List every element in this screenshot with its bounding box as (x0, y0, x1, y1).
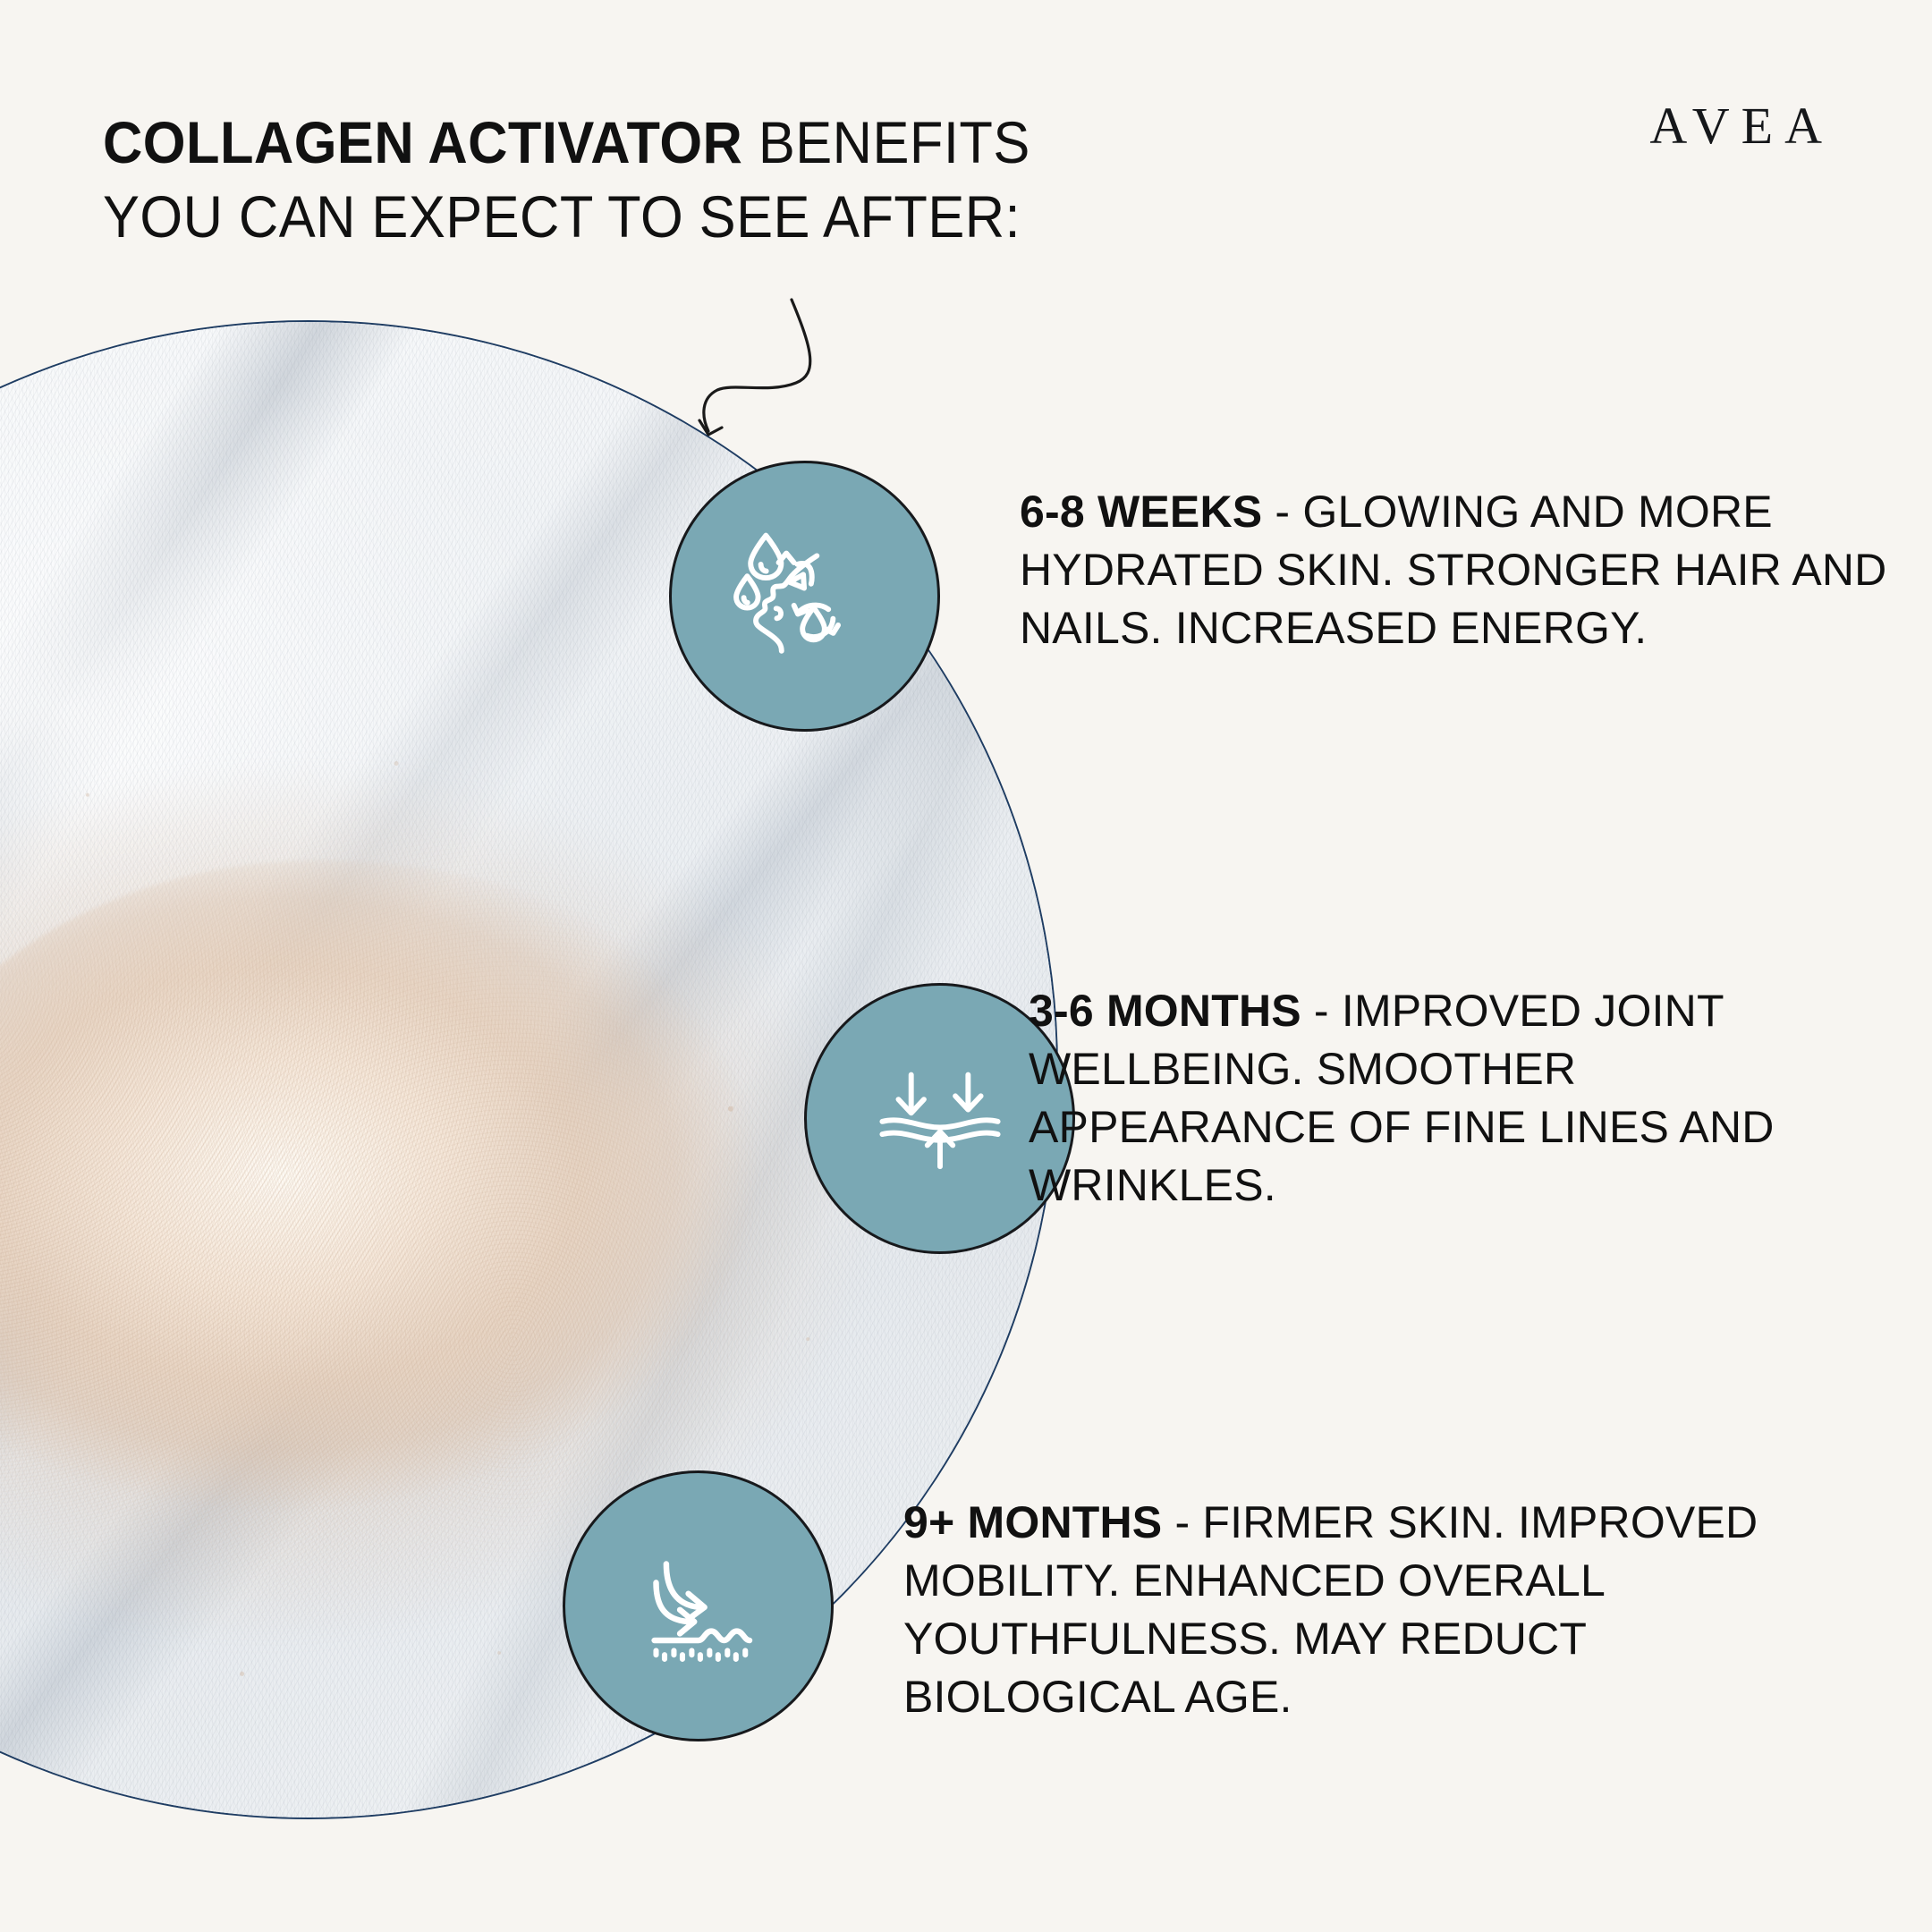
page-subtitle: YOU CAN EXPECT TO SEE AFTER: (103, 182, 1021, 250)
skin-smoothing-arrows-icon (878, 1072, 1001, 1169)
benefit-separator-3: - (1162, 1497, 1203, 1547)
page-title-emphasis: COLLAGEN ACTIVATOR (103, 109, 743, 175)
benefit-period-1: 6-8 WEEKS (1020, 487, 1263, 537)
benefit-separator-2: - (1301, 986, 1342, 1036)
benefit-icon-circle-3[interactable] (563, 1470, 834, 1741)
benefit-text-2: 3-6 MONTHS - IMPROVED JOINT WELLBEING. S… (1029, 982, 1860, 1215)
benefit-text-1: 6-8 WEEKS - GLOWING AND MORE HYDRATED SK… (1020, 483, 1914, 657)
page-title-rest: BENEFITS (742, 109, 1030, 175)
skin-firming-arrows-icon (650, 1560, 752, 1662)
page-title: COLLAGEN ACTIVATOR BENEFITS (103, 106, 1267, 180)
benefit-icon-circle-1[interactable] (669, 461, 940, 732)
curved-arrow-icon (698, 298, 812, 436)
benefit-description-1: GLOWING AND MORE HYDRATED SKIN. STRONGER… (1020, 487, 1887, 653)
benefit-icon-circle-2[interactable] (804, 983, 1075, 1254)
brand-logo: AVEA (1649, 97, 1834, 155)
benefit-description-2: IMPROVED JOINT WELLBEING. SMOOTHER APPEA… (1029, 986, 1775, 1210)
benefit-period-2: 3-6 MONTHS (1029, 986, 1301, 1036)
header-block: COLLAGEN ACTIVATOR BENEFITS YOU CAN EXPE… (103, 106, 1355, 253)
benefit-separator-1: - (1262, 487, 1303, 537)
product-image-circle (0, 320, 1058, 1819)
benefit-period-3: 9+ MONTHS (903, 1497, 1163, 1547)
face-hydration-droplets-icon (733, 532, 841, 654)
benefit-description-3: FIRMER SKIN. IMPROVED MOBILITY. ENHANCED… (903, 1497, 1758, 1722)
benefit-text-3: 9+ MONTHS - FIRMER SKIN. IMPROVED MOBILI… (903, 1494, 1798, 1726)
